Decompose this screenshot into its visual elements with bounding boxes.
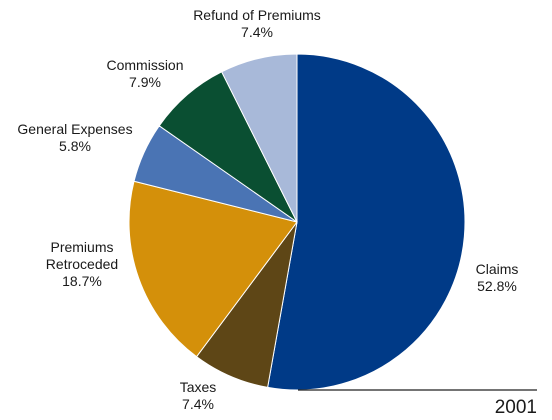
slice-label-premiums-retroceded: Premiums Retroceded 18.7%: [46, 239, 118, 289]
slice-label-claims: Claims 52.8%: [476, 261, 519, 294]
year-label: 2001: [495, 397, 537, 418]
pie-slices: [128, 53, 466, 391]
pie-slice-premiums-retroceded: [128, 180, 298, 358]
slice-label-refund-of-premiums: Refund of Premiums 7.4%: [193, 7, 321, 40]
slice-label-commission: Commission 7.9%: [106, 57, 183, 90]
pie-slice-refund-of-premiums: [220, 53, 298, 223]
slice-label-general-expenses: General Expenses 5.8%: [17, 121, 132, 154]
slice-labels: Claims 52.8% Taxes 7.4% Premiums Retroceded 18…: [17, 7, 518, 412]
pie-slice-claims: [267, 53, 466, 391]
slice-label-taxes: Taxes 7.4%: [180, 379, 217, 412]
